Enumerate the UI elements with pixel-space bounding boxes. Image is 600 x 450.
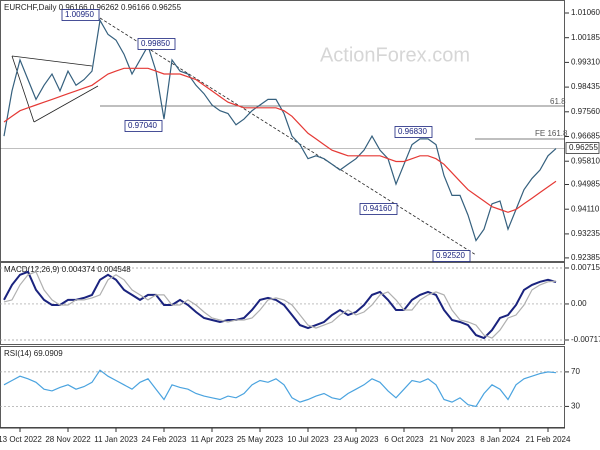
- y-tick-label: 30: [571, 402, 580, 411]
- x-tick-label: 28 Nov 2022: [45, 435, 91, 444]
- annotation: 0.97040: [128, 121, 157, 130]
- y-tick-label: 0.97560: [571, 107, 600, 116]
- triangle-line: [33, 85, 99, 123]
- x-tick-label: 11 Apr 2023: [191, 435, 234, 444]
- annotation: 61.8: [550, 97, 566, 106]
- y-tick-label: 0.00: [571, 299, 587, 308]
- label-box: [137, 38, 176, 50]
- x-tick-label: 21 Feb 2024: [526, 435, 571, 444]
- x-tick-label: 6 Oct 2023: [384, 435, 424, 444]
- panel-title: MACD(12,26,9) 0.004374 0.004548: [4, 265, 131, 274]
- series-line: [3, 369, 557, 408]
- series-line: [3, 271, 557, 339]
- y-tick-label: 0.94110: [571, 204, 600, 213]
- x-tick-label: 8 Jan 2024: [480, 435, 520, 444]
- y-tick-label: -0.007173: [571, 335, 600, 344]
- y-tick-label: 1.01060: [571, 8, 600, 17]
- x-tick-label: 21 Nov 2023: [429, 435, 475, 444]
- y-tick-label: 70: [571, 367, 580, 376]
- drawings: [0, 17, 565, 256]
- x-tick-label: 11 Jan 2023: [94, 435, 138, 444]
- x-tick-label: 23 Aug 2023: [334, 435, 379, 444]
- annotation: 0.92520: [436, 251, 465, 260]
- panel-title: EURCHF,Daily 0.96166 0.96262 0.96166 0.9…: [4, 3, 182, 12]
- annotation: 0.96255: [569, 143, 598, 152]
- annotation: 0.96830: [398, 127, 427, 136]
- annotation: FE 161.8: [535, 129, 568, 138]
- watermark: ActionForex.com: [320, 44, 470, 66]
- x-tick-label: 13 Oct 2022: [0, 435, 42, 444]
- y-tick-label: 0.99310: [571, 58, 600, 67]
- x-tick-label: 24 Feb 2023: [142, 435, 187, 444]
- x-tick-label: 25 May 2023: [237, 435, 284, 444]
- label-box: [432, 250, 471, 262]
- panel-frame: [0, 0, 565, 262]
- series-line: [3, 18, 557, 242]
- trend-line: [99, 17, 477, 256]
- label-box: [394, 126, 433, 138]
- triangle-line: [11, 55, 35, 123]
- y-tick-label: 0.96685: [571, 132, 600, 141]
- annotation: 0.94160: [363, 204, 392, 213]
- annotation: 0.99850: [141, 39, 170, 48]
- series-line: [3, 270, 557, 340]
- label-box: [359, 203, 398, 215]
- y-tick-label: 0.92385: [571, 253, 600, 262]
- label-box: [124, 120, 163, 132]
- panel-title: RSI(14) 69.0909: [4, 349, 63, 358]
- price-tag: [565, 142, 600, 154]
- y-tick-label: 0.94985: [571, 180, 600, 189]
- x-tick-label: 10 Jul 2023: [287, 435, 329, 444]
- triangle-line: [11, 55, 93, 67]
- panel-frame: [0, 262, 565, 345]
- annotation: 1.00950: [65, 10, 94, 19]
- y-tick-label: 0.98435: [571, 82, 600, 91]
- y-tick-label: 1.00185: [571, 33, 600, 42]
- y-tick-label: 0.007159: [571, 263, 600, 272]
- series-line: [3, 67, 557, 213]
- y-tick-label: 0.95810: [571, 156, 600, 165]
- label-box: [61, 9, 100, 21]
- y-tick-label: 0.93235: [571, 229, 600, 238]
